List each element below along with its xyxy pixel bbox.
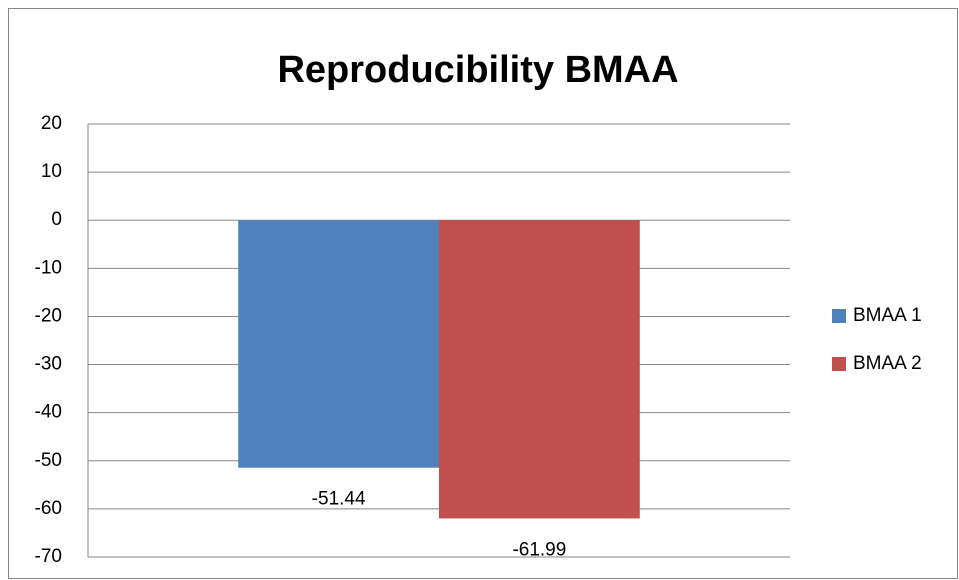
y-tick-label: -50 — [35, 450, 62, 471]
legend-label: BMAA 2 — [853, 353, 922, 374]
legend-label: BMAA 1 — [853, 305, 922, 326]
y-tick-label: 10 — [41, 161, 62, 182]
y-tick-label: -10 — [35, 257, 62, 278]
bar — [238, 220, 439, 468]
data-label: -61.99 — [512, 539, 566, 560]
y-tick-label: -30 — [35, 354, 62, 375]
y-tick-label: -60 — [35, 498, 62, 519]
chart-title: Reproducibility BMAA — [277, 49, 678, 91]
y-tick-label: 0 — [51, 209, 62, 230]
data-label: -51.44 — [312, 489, 366, 510]
y-tick-label: -70 — [35, 546, 62, 567]
bar — [439, 220, 640, 519]
y-tick-label: 20 — [41, 113, 62, 134]
legend-swatch — [832, 357, 846, 371]
y-tick-label: -40 — [35, 402, 62, 423]
y-tick-label: -20 — [35, 305, 62, 326]
legend-swatch — [832, 309, 846, 323]
